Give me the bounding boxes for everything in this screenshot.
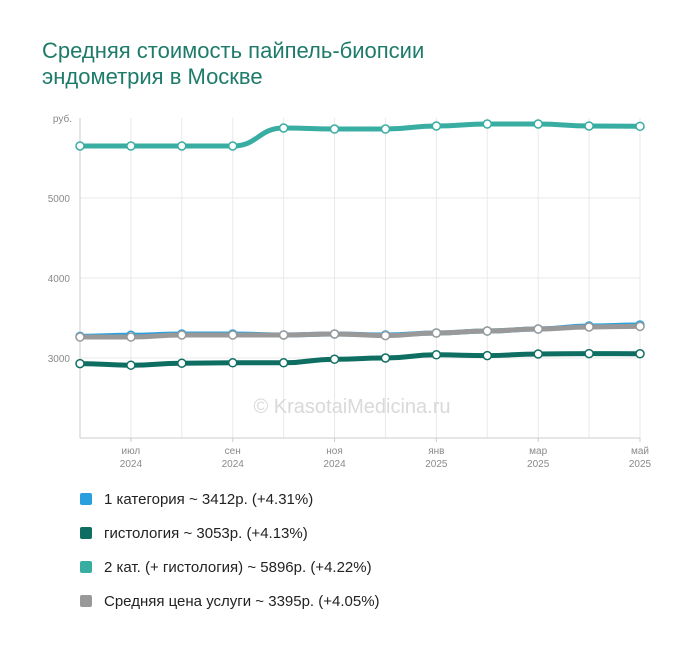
data-point [329,124,340,134]
data-point [431,328,442,338]
x-tick-month: мар [529,446,547,457]
x-tick-year: 2024 [222,459,245,470]
legend-swatch [80,595,92,607]
data-point [126,360,136,370]
data-point [227,141,238,151]
data-point [431,350,442,360]
data-point [584,348,594,359]
series-line-3 [77,351,643,368]
data-point [227,330,238,340]
legend-swatch [80,561,92,573]
data-point [635,121,645,132]
data-point [635,349,645,359]
legend-item-histology[interactable]: гистология ~ 3053р. (+4.13%) [80,516,380,550]
data-point [635,321,645,332]
x-tick-month: июл [122,446,141,457]
data-point [75,358,85,369]
legend-swatch [80,493,92,505]
legend-label: 1 категория ~ 3412р. (+4.31%) [104,490,314,508]
title-line-2: эндометрия в Москве [42,64,263,89]
x-tick-year: 2025 [629,459,652,470]
data-point [533,349,543,359]
series-lines [77,121,643,368]
y-tick-label: 5000 [48,194,71,205]
y-tick-label: 3000 [48,354,71,365]
x-tick-month: сен [225,446,241,457]
legend-label: Средняя цена услуги ~ 3395р. (+4.05%) [104,592,380,610]
watermark: © KrasotaiMedicina.ru [253,396,450,418]
title-line-1: Средняя стоимость пайпель-биопсии [42,38,425,63]
data-point [126,332,136,342]
y-tick-label: 4000 [48,274,71,285]
data-point [177,141,187,151]
data-point [380,124,391,134]
legend-label: гистология ~ 3053р. (+4.13%) [104,524,308,542]
data-point [533,324,543,334]
series-points [75,119,645,370]
data-point [329,354,340,364]
legend-swatch [80,527,92,539]
data-point [482,350,493,361]
data-point [75,332,85,342]
chart-title: Средняя стоимость пайпель-биопсии эндоме… [42,38,602,90]
data-point [278,123,289,133]
data-point [584,121,594,131]
data-point [533,119,543,129]
data-point [75,141,85,151]
data-point [380,330,391,341]
data-point [278,358,289,368]
data-point [431,121,442,131]
legend-item-category-2[interactable]: 2 кат. (+ гистология) ~ 5896р. (+4.22%) [80,550,380,584]
axes: 3000 4000 5000 руб. июл 2024 сен 2024 ноя 2024 янв… [48,113,652,470]
legend: 1 категория ~ 3412р. (+4.31%) гистология… [80,482,380,618]
x-tick-year: 2025 [425,459,448,470]
x-tick-year: 2024 [323,459,346,470]
x-tick-year: 2025 [527,459,550,470]
series-line-2 [77,121,643,149]
data-point [227,358,238,368]
data-point [126,141,136,151]
data-point [482,326,493,336]
data-point [584,322,594,332]
grid-lines [79,118,641,438]
data-point [177,330,187,340]
x-tick-month: янв [428,446,444,457]
x-tick-month: ноя [326,446,343,457]
x-tick-month: май [631,446,649,457]
legend-label: 2 кат. (+ гистология) ~ 5896р. (+4.22%) [104,558,372,576]
data-point [329,329,340,339]
legend-item-category-1[interactable]: 1 категория ~ 3412р. (+4.31%) [80,482,380,516]
data-point [278,330,289,340]
legend-item-average[interactable]: Средняя цена услуги ~ 3395р. (+4.05%) [80,584,380,618]
data-point [482,119,493,129]
data-point [380,353,391,363]
data-point [177,358,187,368]
x-tick-year: 2024 [120,459,143,470]
y-unit-label: руб. [53,113,72,125]
series-line-4 [77,323,643,340]
